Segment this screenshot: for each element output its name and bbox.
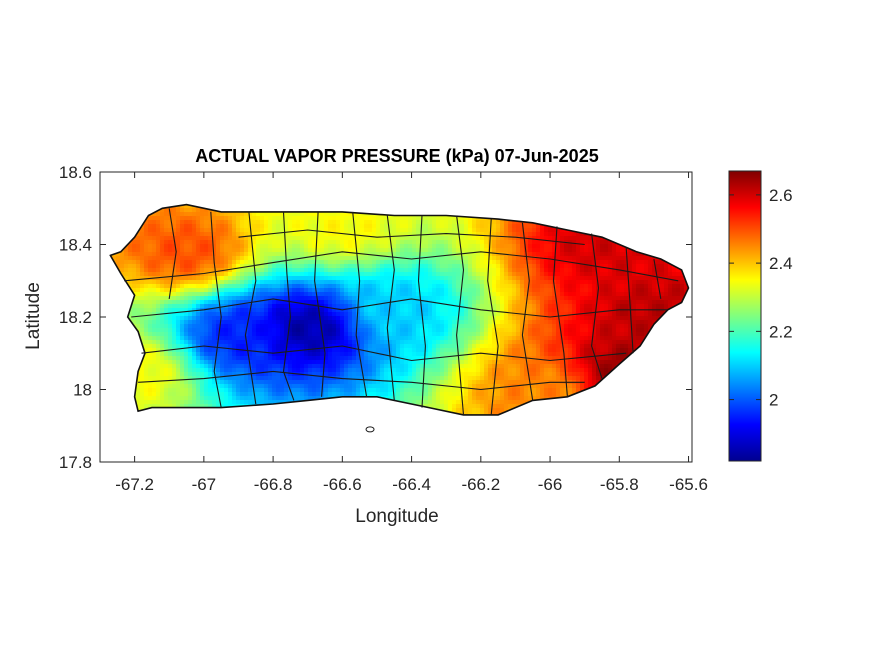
colorbar-gradient [728, 170, 762, 462]
municipality-boundary [124, 251, 679, 282]
x-tick-label: -65.8 [600, 475, 639, 494]
y-tick-label: 18 [73, 381, 92, 400]
x-axis-label: Longitude [355, 506, 438, 527]
municipality-boundary [282, 211, 295, 401]
colorbar-tick-label: 2.2 [769, 322, 793, 341]
colorbar-tick-label: 2.4 [769, 254, 793, 273]
x-tick-label: -67.2 [115, 475, 154, 494]
municipality-boundary [352, 211, 368, 397]
municipality-boundary [386, 215, 395, 401]
municipality-boundary [168, 208, 177, 299]
y-tick-label: 18.4 [59, 236, 92, 255]
map-title: ACTUAL VAPOR PRESSURE (kPa) 07-Jun-2025 [195, 146, 598, 166]
municipality-boundary [521, 222, 534, 401]
municipality-boundary [244, 211, 257, 405]
y-tick-label: 18.2 [59, 308, 92, 327]
municipality-boundary [314, 211, 326, 397]
x-tick-label: -66.8 [254, 475, 293, 494]
y-tick-label: 17.8 [59, 453, 92, 472]
x-tick-label: -66.2 [461, 475, 500, 494]
municipality-boundary [210, 211, 222, 408]
municipality-boundary [238, 229, 585, 246]
municipality-boundary [141, 345, 627, 362]
x-tick-label: -67 [192, 475, 217, 494]
islet-outline [365, 426, 375, 433]
municipality-boundary [131, 298, 668, 318]
municipality-boundary [138, 370, 585, 391]
colorbar: 2.6 2.4 2.2 2 [728, 170, 793, 462]
x-tick-label: -65.6 [669, 475, 708, 494]
y-tick-label: 18.6 [59, 163, 92, 182]
x-tick-label: -66.6 [323, 475, 362, 494]
municipality-boundaries [109, 203, 690, 433]
y-axis: 18.6 18.4 18.2 18 17.8 [59, 163, 692, 472]
colorbar-tick-label: 2 [769, 391, 778, 410]
x-tick-label: -66.4 [392, 475, 431, 494]
municipality-boundary [487, 219, 499, 415]
municipality-boundary [653, 258, 662, 299]
municipality-boundary [625, 248, 634, 354]
x-tick-label: -66 [538, 475, 563, 494]
municipality-boundary [456, 215, 465, 415]
y-axis-label: Latitude [23, 282, 44, 350]
municipality-boundary [417, 215, 426, 408]
island-outline [109, 203, 690, 416]
municipality-boundary [591, 233, 603, 379]
colorbar-tick-label: 2.6 [769, 186, 793, 205]
colorbar-ticks: 2.6 2.4 2.2 2 [729, 186, 793, 410]
municipality-boundary [552, 226, 568, 397]
x-axis: -67.2 -67 -66.8 -66.6 -66.4 -66.2 -66 -65.8 -65.… [115, 172, 708, 494]
